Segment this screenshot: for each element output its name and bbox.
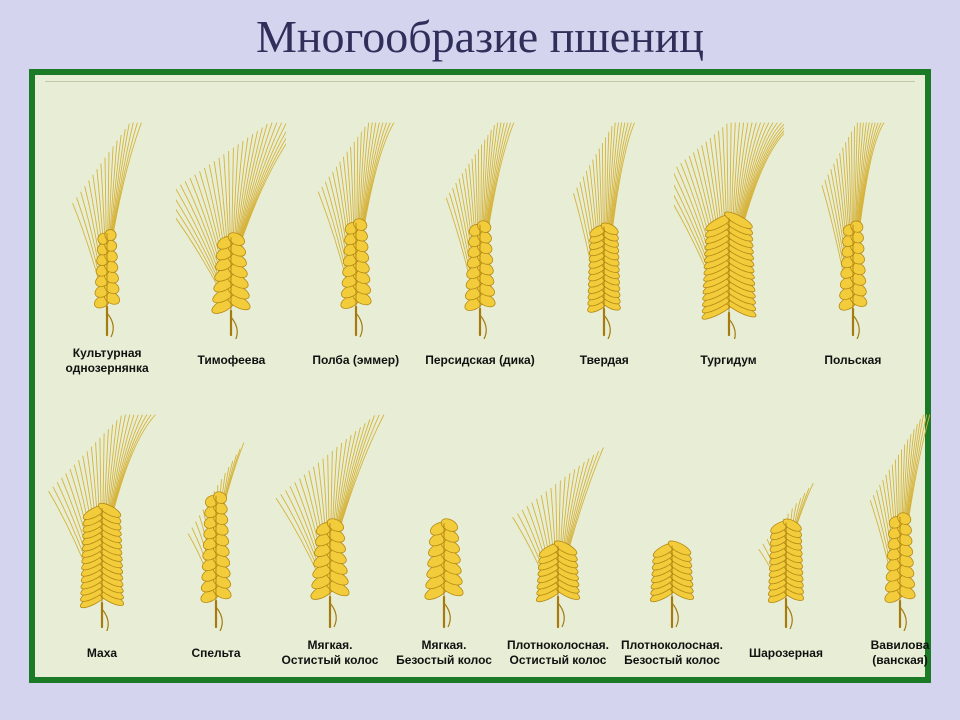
wheat-cell: Плотноколосная.Безостый колос xyxy=(615,381,729,674)
page-title: Многообразие пшениц xyxy=(256,10,704,63)
wheat-cell: Тургидум xyxy=(666,88,790,381)
wheat-cell: Спельта xyxy=(159,381,273,674)
wheat-label: Спельта xyxy=(191,637,240,669)
wheat-label: Мягкая.Безостый колос xyxy=(396,637,492,669)
wheat-ear-icon xyxy=(161,411,271,631)
wheat-cell: Тимофеева xyxy=(169,88,293,381)
wheat-ear-icon xyxy=(176,119,286,339)
wheat-ear-icon xyxy=(798,119,908,339)
wheat-label: Тимофеева xyxy=(197,345,265,377)
wheat-ear-icon xyxy=(674,119,784,339)
wheat-label: Маха xyxy=(87,637,117,669)
wheat-cell: Шарозерная xyxy=(729,381,843,674)
wheat-label: Твердая xyxy=(580,345,629,377)
wheat-ear-icon xyxy=(731,411,841,631)
wheat-label: Плотноколосная.Остистый колос xyxy=(507,637,609,669)
wheat-cell: Твердая xyxy=(542,88,666,381)
wheat-cell: Полба (эммер) xyxy=(294,88,418,381)
wheat-ear-icon xyxy=(275,411,385,631)
wheat-label: Плотноколосная.Безостый колос xyxy=(621,637,723,669)
wheat-ear-icon xyxy=(389,411,499,631)
wheat-panel: Культурнаяоднозернянка Тимофеева Полба (эм… xyxy=(29,69,931,683)
wheat-ear-icon xyxy=(617,411,727,631)
wheat-label: Шарозерная xyxy=(749,637,823,669)
wheat-label: Полба (эммер) xyxy=(312,345,399,377)
wheat-cell: Мягкая.Остистый колос xyxy=(273,381,387,674)
wheat-ear-icon xyxy=(47,411,157,631)
wheat-cell: Маха xyxy=(45,381,159,674)
wheat-label: Польская xyxy=(824,345,881,377)
wheat-row-top: Культурнаяоднозернянка Тимофеева Полба (эм… xyxy=(45,88,915,381)
wheat-cell: Мягкая.Безостый колос xyxy=(387,381,501,674)
wheat-ear-icon xyxy=(52,119,162,339)
wheat-ear-icon xyxy=(425,119,535,339)
wheat-label: Тургидум xyxy=(700,345,756,377)
wheat-label: Персидская (дика) xyxy=(425,345,535,377)
wheat-ear-icon xyxy=(549,119,659,339)
wheat-cell: Персидская (дика) xyxy=(418,88,542,381)
wheat-cell: Вавилова(ванская) xyxy=(843,381,957,674)
wheat-cell: Плотноколосная.Остистый колос xyxy=(501,381,615,674)
panel-top-separator xyxy=(45,81,915,82)
wheat-ear-icon xyxy=(301,119,411,339)
wheat-label: Мягкая.Остистый колос xyxy=(282,637,379,669)
wheat-row-bottom: Маха Спельта Мягкая.Остистый колос Мягкая.Б… xyxy=(45,381,915,674)
wheat-cell: Польская xyxy=(791,88,915,381)
wheat-cell: Культурнаяоднозернянка xyxy=(45,88,169,381)
wheat-ear-icon xyxy=(503,411,613,631)
wheat-label: Вавилова(ванская) xyxy=(871,637,930,669)
wheat-ear-icon xyxy=(845,411,955,631)
wheat-label: Культурнаяоднозернянка xyxy=(66,345,149,377)
